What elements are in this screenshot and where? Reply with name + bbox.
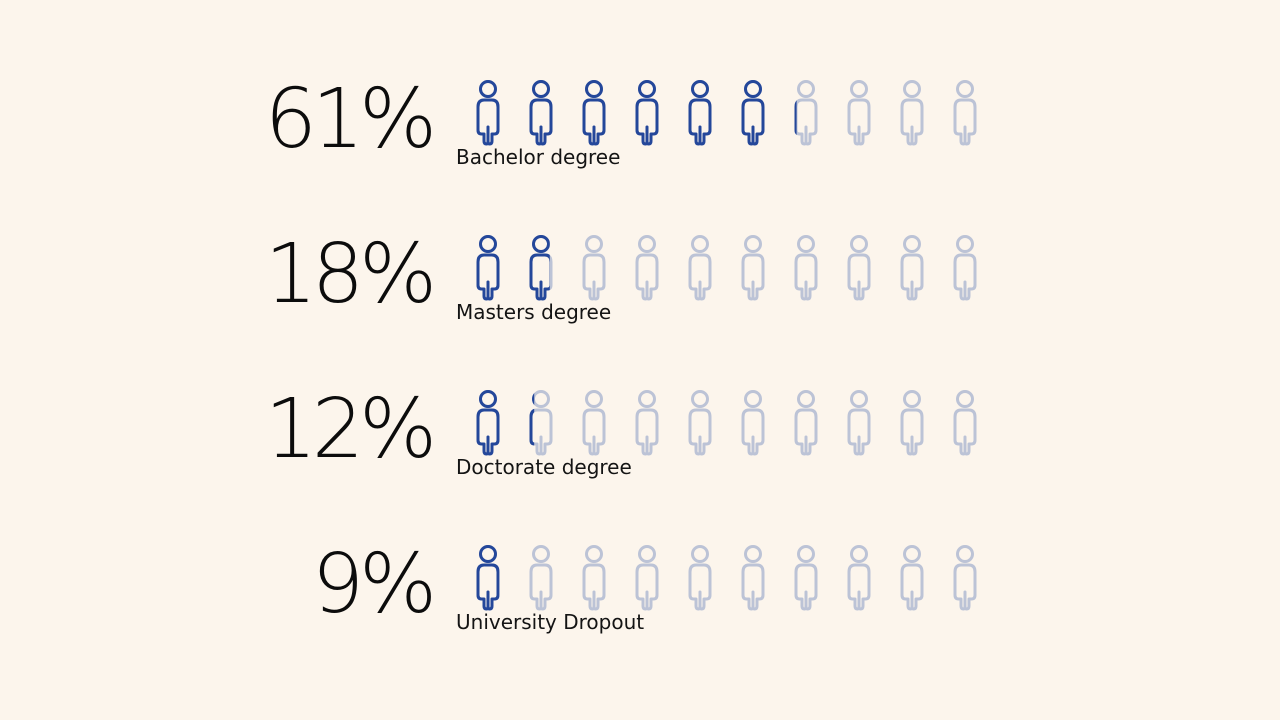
person-icon [847, 235, 871, 301]
person-icon [953, 545, 977, 611]
person-icon [953, 235, 977, 301]
person-icon [900, 390, 924, 456]
percent-value: 9% [311, 537, 437, 632]
person-icon-row [476, 545, 977, 611]
person-icon [476, 390, 500, 456]
person-icon [582, 390, 606, 456]
person-icon-row [476, 80, 977, 146]
person-icon [741, 80, 765, 146]
person-icon [476, 235, 500, 301]
person-icon [476, 80, 500, 146]
person-icon [635, 80, 659, 146]
person-icon [635, 545, 659, 611]
person-icon [741, 390, 765, 456]
person-icon [635, 390, 659, 456]
person-icon [688, 390, 712, 456]
person-icon [741, 235, 765, 301]
person-icon [900, 235, 924, 301]
percent-value: 12% [264, 382, 437, 477]
person-icon [741, 545, 765, 611]
chart-row: 18% Masters degree [0, 230, 1280, 370]
person-icon [529, 545, 553, 611]
person-icon [953, 390, 977, 456]
person-icon [582, 80, 606, 146]
person-icon [529, 80, 553, 146]
person-icon [847, 390, 871, 456]
person-icon [794, 390, 818, 456]
person-icon [688, 80, 712, 146]
person-icon-row [476, 235, 977, 301]
person-icon [900, 545, 924, 611]
person-icon [794, 545, 818, 611]
person-icon [847, 545, 871, 611]
category-label: University Dropout [456, 610, 645, 634]
chart-row: 12% Doctorate degree [0, 385, 1280, 525]
person-icon [847, 80, 871, 146]
person-icon [794, 235, 818, 301]
category-label: Doctorate degree [456, 455, 632, 479]
person-icon [529, 235, 553, 301]
person-icon [688, 235, 712, 301]
person-icon [582, 545, 606, 611]
category-label: Masters degree [456, 300, 612, 324]
percent-value: 61% [264, 72, 437, 167]
person-icon [529, 390, 553, 456]
person-icon [476, 545, 500, 611]
person-icon-row [476, 390, 977, 456]
person-icon [900, 80, 924, 146]
person-icon [582, 235, 606, 301]
person-icon [635, 235, 659, 301]
category-label: Bachelor degree [456, 145, 621, 169]
person-icon [794, 80, 818, 146]
chart-row: 61% Bachelor degree [0, 75, 1280, 215]
person-icon [953, 80, 977, 146]
person-icon [688, 545, 712, 611]
chart-row: 9% University Dropout [0, 540, 1280, 680]
percent-value: 18% [264, 227, 437, 322]
